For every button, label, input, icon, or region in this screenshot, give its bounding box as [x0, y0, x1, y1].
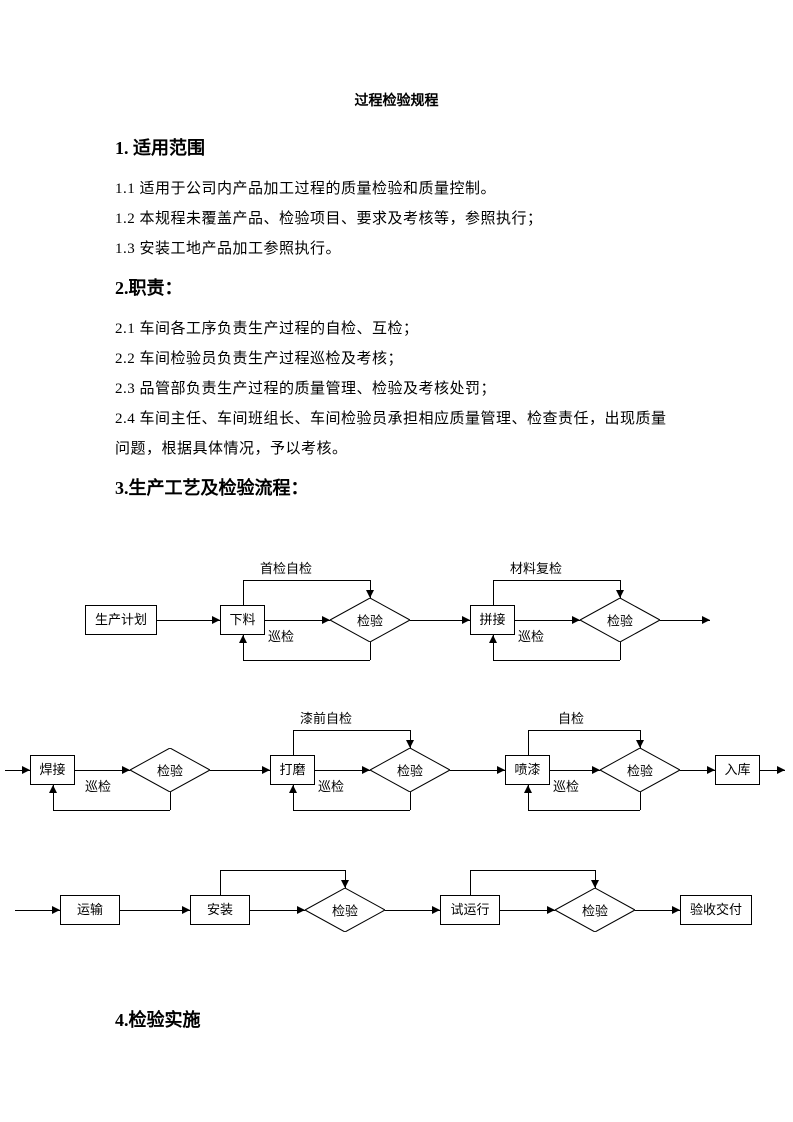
- flow-decision-检验: 检验: [580, 598, 660, 642]
- flow-decision-检验: 检验: [370, 748, 450, 792]
- section-4-heading: 4.检验实施: [115, 1006, 201, 1032]
- flow-label-patrol-2c: 巡检: [553, 776, 579, 795]
- flow-label-pre-paint-self-check: 漆前自检: [300, 708, 352, 727]
- page-content: 过程检验规程 1. 适用范围 1.1 适用于公司内产品加工过程的质量检验和质量控…: [0, 0, 793, 554]
- section-4-container: 4.检验实施: [115, 1000, 201, 1046]
- flow-node-喷漆: 喷漆: [505, 755, 550, 785]
- section-1-p1: 1.1 适用于公司内产品加工过程的质量检验和质量控制。: [115, 174, 678, 204]
- flow-node-下料: 下料: [220, 605, 265, 635]
- section-1-p3: 1.3 安装工地产品加工参照执行。: [115, 234, 678, 264]
- flow-decision-检验: 检验: [600, 748, 680, 792]
- flow-node-试运行: 试运行: [440, 895, 500, 925]
- section-3-heading: 3.生产工艺及检验流程：: [115, 474, 678, 500]
- flow-node-安装: 安装: [190, 895, 250, 925]
- flow-decision-检验: 检验: [555, 888, 635, 932]
- flow-decision-检验: 检验: [130, 748, 210, 792]
- flow-node-验收交付: 验收交付: [680, 895, 752, 925]
- section-1-heading: 1. 适用范围: [115, 134, 678, 160]
- flow-label-patrol-1b: 巡检: [518, 626, 544, 645]
- flowchart: 生产计划下料检验拼接检验首检自检巡检材料复检巡检焊接检验打磨检验喷漆检验入库巡检…: [0, 525, 793, 965]
- flow-label-patrol-2b: 巡检: [318, 776, 344, 795]
- section-2-p1: 2.1 车间各工序负责生产过程的自检、互检；: [115, 314, 678, 344]
- section-2-p4: 2.4 车间主任、车间班组长、车间检验员承担相应质量管理、检查责任，出现质量问题…: [115, 404, 678, 464]
- flow-node-运输: 运输: [60, 895, 120, 925]
- flow-decision-检验: 检验: [305, 888, 385, 932]
- flow-label-self-check: 自检: [558, 708, 584, 727]
- section-1-p2: 1.2 本规程未覆盖产品、检验项目、要求及考核等，参照执行；: [115, 204, 678, 234]
- flow-node-拼接: 拼接: [470, 605, 515, 635]
- flow-node-生产计划: 生产计划: [85, 605, 157, 635]
- section-2-p3: 2.3 品管部负责生产过程的质量管理、检验及考核处罚；: [115, 374, 678, 404]
- flow-label-patrol-1a: 巡检: [268, 626, 294, 645]
- flow-label-patrol-2a: 巡检: [85, 776, 111, 795]
- section-2-p2: 2.2 车间检验员负责生产过程巡检及考核；: [115, 344, 678, 374]
- section-2-heading: 2.职责：: [115, 274, 678, 300]
- document-title: 过程检验规程: [115, 90, 678, 110]
- flow-decision-检验: 检验: [330, 598, 410, 642]
- flow-label-material-recheck: 材料复检: [510, 558, 562, 577]
- flow-node-入库: 入库: [715, 755, 760, 785]
- flow-node-打磨: 打磨: [270, 755, 315, 785]
- flow-node-焊接: 焊接: [30, 755, 75, 785]
- flow-label-first-self-check: 首检自检: [260, 558, 312, 577]
